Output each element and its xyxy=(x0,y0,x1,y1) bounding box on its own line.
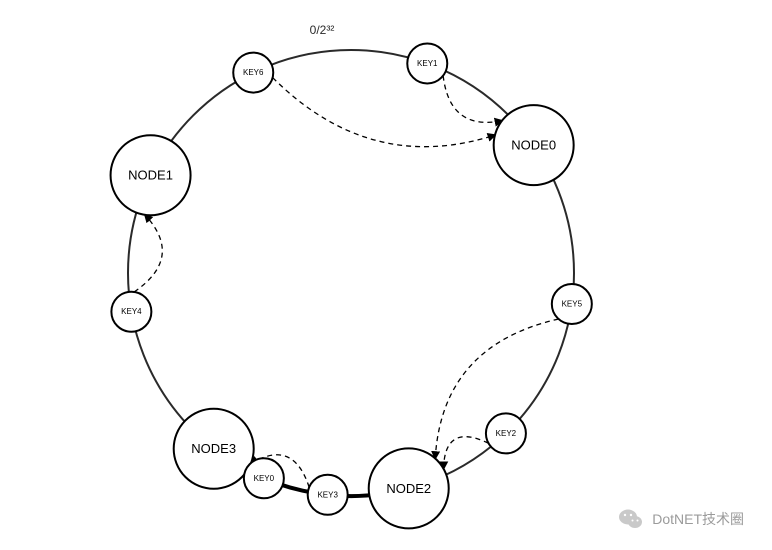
key0-label: KEY0 xyxy=(254,474,275,483)
mapping-edge xyxy=(273,78,495,147)
key4: KEY4 xyxy=(111,292,151,332)
key5-label: KEY5 xyxy=(562,300,583,309)
key4-label: KEY4 xyxy=(121,307,142,316)
key2-label: KEY2 xyxy=(496,429,517,438)
key5: KEY5 xyxy=(552,284,592,324)
key2: KEY2 xyxy=(486,413,526,453)
node2-label: NODE2 xyxy=(386,481,431,496)
node3: NODE3 xyxy=(174,409,254,489)
key1: KEY1 xyxy=(407,43,447,83)
wechat-icon xyxy=(618,506,644,532)
node1: NODE1 xyxy=(111,135,191,215)
key0: KEY0 xyxy=(244,458,284,498)
node1-label: NODE1 xyxy=(128,168,173,183)
key3-label: KEY3 xyxy=(317,490,338,499)
node0: NODE0 xyxy=(494,105,574,185)
hash-ring-diagram: NODE0 NODE2 NODE3 NODE1 KEY1 KEY5 KEY2 KEY3 KEY0… xyxy=(0,0,772,550)
watermark-text: DotNET技术圈 xyxy=(652,509,744,529)
key6-label: KEY6 xyxy=(243,68,264,77)
key1-label: KEY1 xyxy=(417,59,438,68)
node0-label: NODE0 xyxy=(511,138,556,153)
node2: NODE2 xyxy=(369,448,449,528)
mapping-edge xyxy=(443,76,502,123)
node3-label: NODE3 xyxy=(191,441,236,456)
mapping-edge xyxy=(134,215,162,292)
key3: KEY3 xyxy=(308,475,348,515)
key6: KEY6 xyxy=(233,53,273,93)
ring-top-label: 0/2³² xyxy=(310,23,335,37)
watermark: DotNET技术圈 xyxy=(618,506,744,532)
